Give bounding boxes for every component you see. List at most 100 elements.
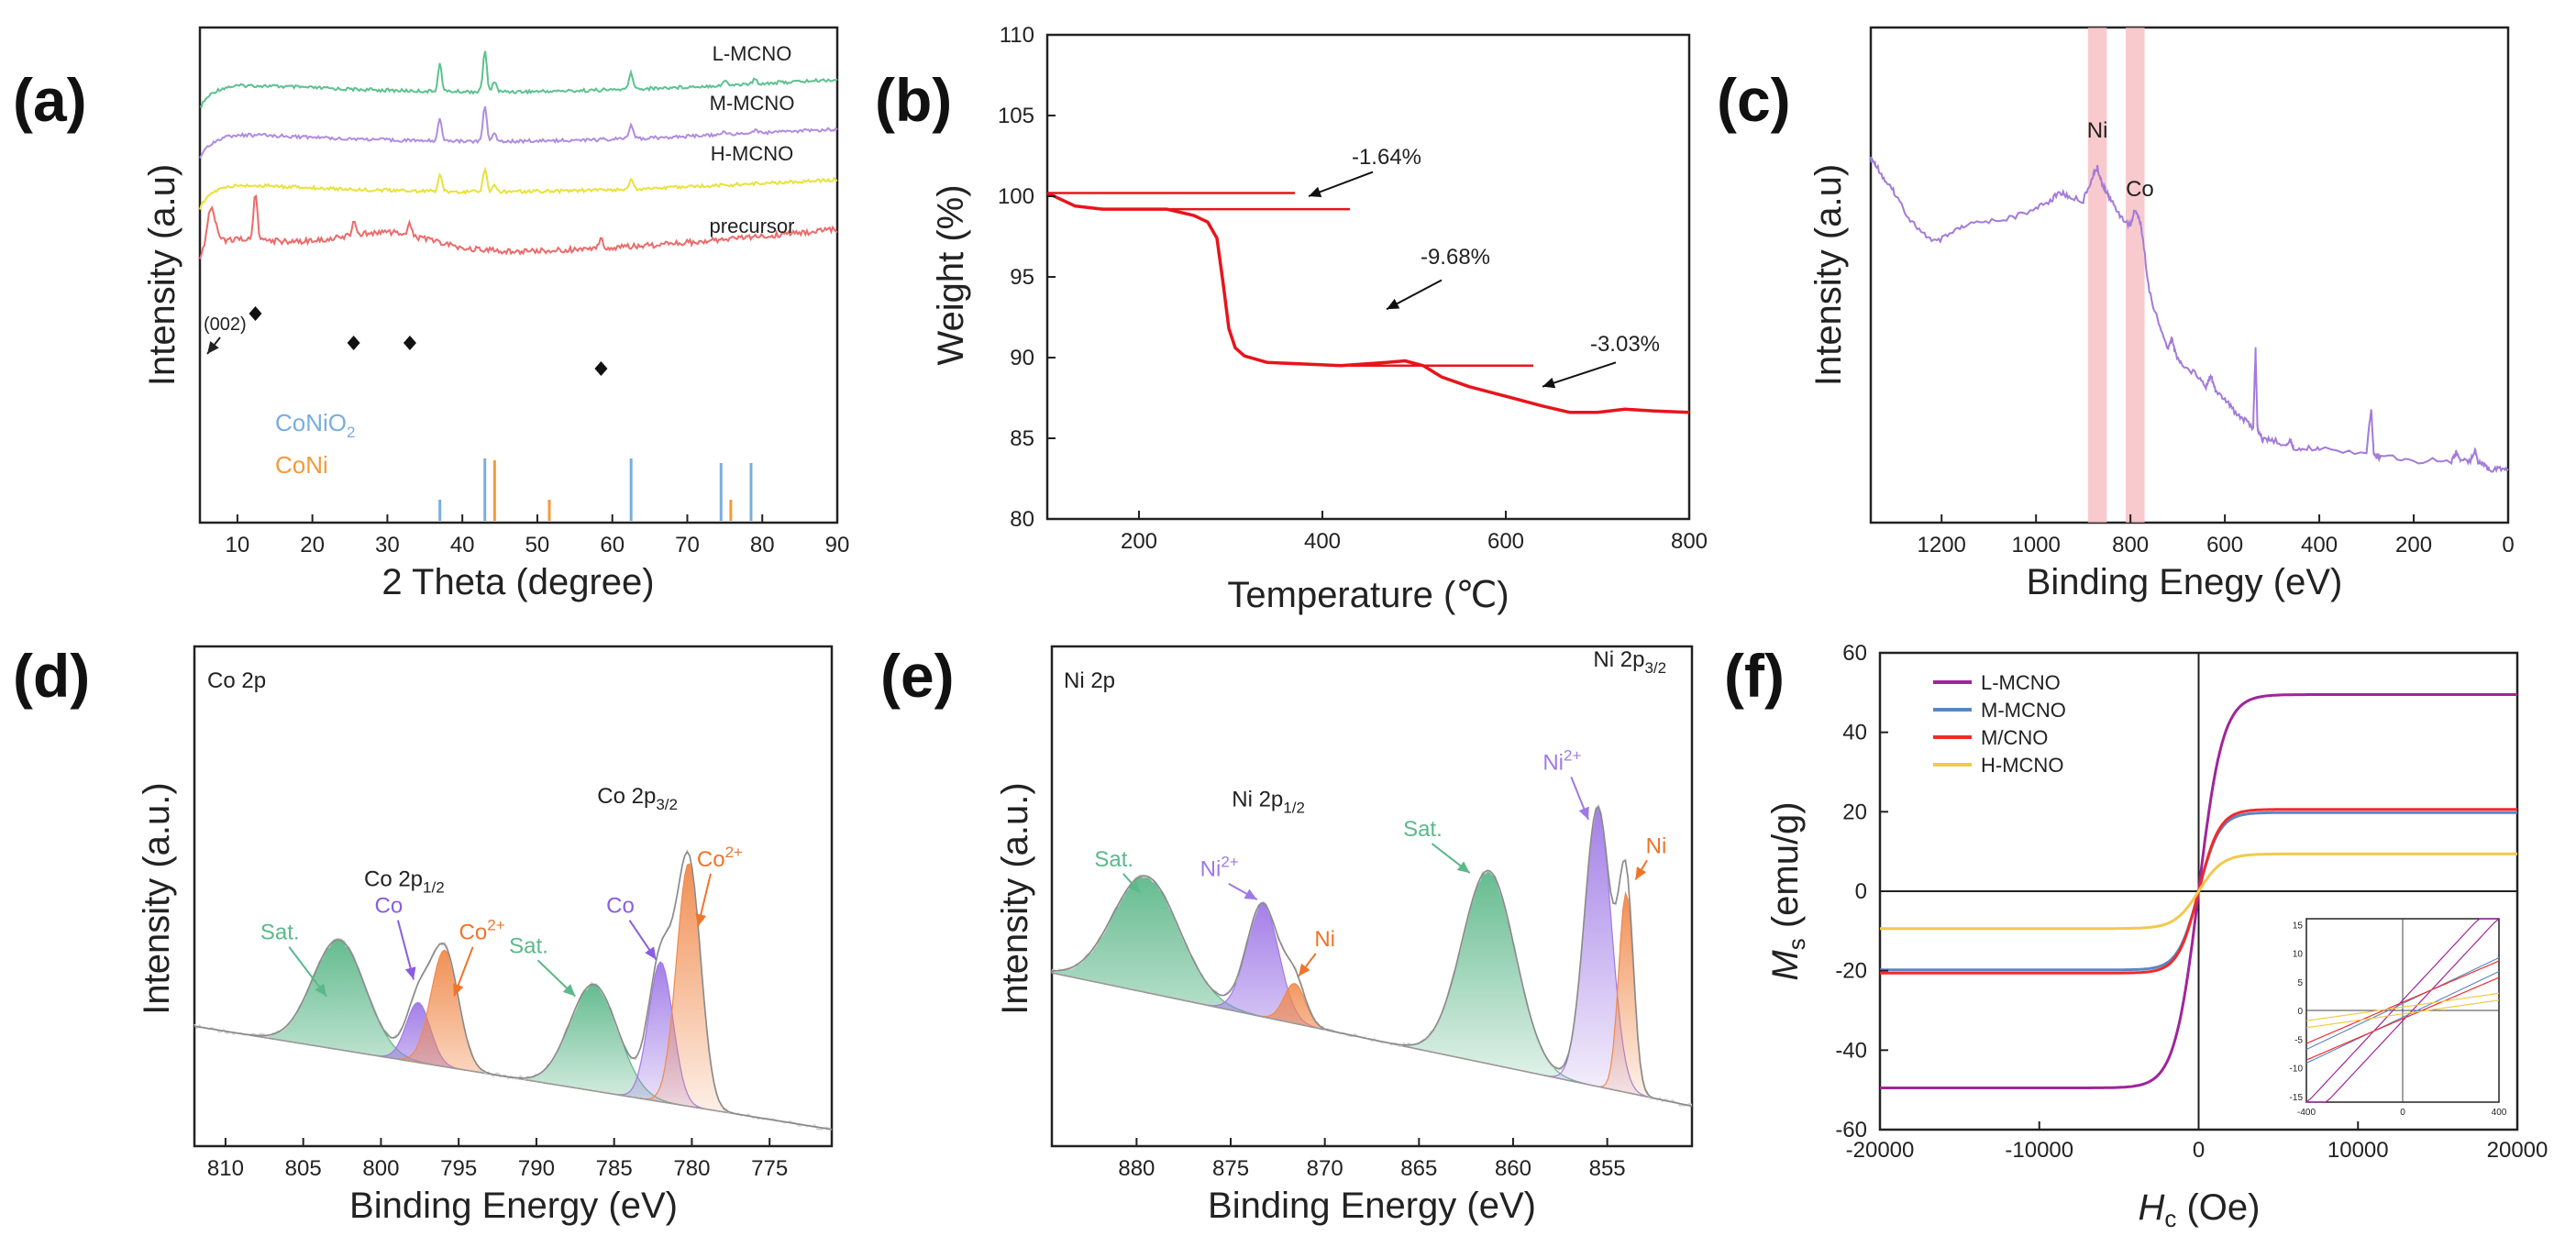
mh-xtick-label: 10000 xyxy=(2327,1138,2389,1163)
inset-ytick-label: 10 xyxy=(2293,950,2304,960)
panel-c-ylabel: Intensity (a.u) xyxy=(1808,164,1849,386)
fit-peak-Sat. xyxy=(193,983,833,1131)
inset-ytick-label: -15 xyxy=(2290,1093,2304,1103)
mh-xtick-label: -10000 xyxy=(2005,1138,2073,1163)
xps-xtick-label: 600 xyxy=(2206,533,2243,557)
panel-a: (a) L-MCNO M-MCNO H-MCNO precursor (002) CoNi… xyxy=(13,26,850,602)
tga-ytick-label: 100 xyxy=(998,184,1034,209)
panel-f-xlabel: Hc (Oe) xyxy=(2138,1187,2260,1232)
xps-xtick-label: 400 xyxy=(2301,533,2338,557)
mh-ytick-label: -60 xyxy=(1835,1118,1867,1142)
inset-ytick-label: 15 xyxy=(2293,921,2304,931)
panel-d-label: (d) xyxy=(13,642,90,710)
panel-e-label: (e) xyxy=(880,642,955,710)
inset-ytick-label: 5 xyxy=(2297,978,2303,988)
co-raw-spectrum xyxy=(193,848,833,1131)
tga-xtick-label: 200 xyxy=(1121,529,1157,554)
co-xtick-label: 790 xyxy=(518,1156,555,1181)
panel-d-plot-frame xyxy=(193,645,834,1148)
inset-xtick-label: 400 xyxy=(2492,1108,2507,1118)
ni-xtick-label: 870 xyxy=(1307,1156,1343,1181)
xrd-xtick-label: 20 xyxy=(300,533,325,557)
peak-label-arrow-head xyxy=(695,913,707,927)
peak-label-arrow-head xyxy=(562,984,576,997)
precursor-peak-marker xyxy=(403,336,416,350)
peak-label-arrow-head xyxy=(1128,880,1141,893)
tga-step-arrow-head xyxy=(1309,186,1322,198)
ni-xtick-label: 860 xyxy=(1495,1156,1531,1181)
orbital-annotation: Co 2p1/2 xyxy=(364,867,445,897)
inset-ytick-label: -10 xyxy=(2290,1065,2304,1075)
panel-b-label: (b) xyxy=(875,66,952,134)
panel-f-label: (f) xyxy=(1724,642,1785,710)
xps-xtick-label: 1000 xyxy=(2011,533,2060,557)
ni-xtick-label: 875 xyxy=(1212,1156,1249,1181)
tga-step-label: -3.03% xyxy=(1590,332,1660,357)
xps-band-label: Ni xyxy=(2087,118,2108,143)
legend-label: L-MCNO xyxy=(1981,671,2061,694)
ni-xtick-label: 880 xyxy=(1118,1156,1155,1181)
xrd-xtick-label: 40 xyxy=(450,533,475,557)
panel-c-label: (c) xyxy=(1717,66,1791,134)
precursor-peak-marker xyxy=(249,306,262,321)
orbital-annotation: Co 2p3/2 xyxy=(597,784,678,813)
inset-ytick-label: -5 xyxy=(2294,1035,2303,1045)
peak-label: Co2+ xyxy=(697,844,743,872)
peak-label-arrow-head xyxy=(1298,963,1310,977)
peak-label: Sat. xyxy=(1094,847,1133,872)
inset-loop-M/CNO xyxy=(2305,960,2500,1044)
xps-band-Co xyxy=(2126,28,2145,523)
inset-xtick-label: -400 xyxy=(2297,1108,2316,1118)
xrd-xtick-label: 10 xyxy=(226,533,250,557)
ni-xtick-label: 865 xyxy=(1400,1156,1437,1181)
xrd-xtick-label: 90 xyxy=(825,533,850,557)
xrd-series-L-MCNO xyxy=(199,50,838,108)
peak-label: Ni2+ xyxy=(1542,746,1581,775)
panel-d-title: Co 2p xyxy=(207,668,266,693)
peak-label-arrow-head xyxy=(1456,861,1470,874)
peak-label: Ni xyxy=(1646,833,1667,858)
panel-a-ylabel: Intensity (a.u) xyxy=(142,164,182,386)
xrd-series-label: precursor xyxy=(710,215,795,237)
mh-ytick-label: 60 xyxy=(1842,641,1867,666)
orbital-annotation: Ni 2p1/2 xyxy=(1232,787,1305,816)
xrd-series-H-MCNO xyxy=(199,166,838,210)
xps-xtick-label: 0 xyxy=(2502,533,2514,557)
xps-xtick-label: 200 xyxy=(2395,533,2432,557)
tga-step-label: -9.68% xyxy=(1421,245,1490,270)
orbital-annotation: Ni 2p3/2 xyxy=(1593,647,1666,677)
peak-label: Co2+ xyxy=(459,917,505,945)
inset-xtick-label: 0 xyxy=(2400,1108,2405,1118)
xrd-series-label: M-MCNO xyxy=(710,92,795,115)
xps-xtick-label: 800 xyxy=(2112,533,2149,557)
legend-label: M-MCNO xyxy=(1981,699,2066,722)
xrd-xtick-label: 30 xyxy=(375,533,400,557)
panel-a-xlabel: 2 Theta (degree) xyxy=(381,562,654,602)
peak-label-arrow-head xyxy=(1578,806,1589,820)
mh-ytick-label: 20 xyxy=(1842,800,1867,824)
peak-label-arrow-head xyxy=(453,983,464,997)
peak-label-arrow-head xyxy=(645,946,657,960)
inset-loop-H-MCNO xyxy=(2305,992,2500,1021)
peak-label-arrow-head xyxy=(1635,866,1647,880)
co-xtick-label: 780 xyxy=(673,1156,710,1181)
tga-xtick-label: 600 xyxy=(1487,529,1524,554)
tga-ytick-label: 95 xyxy=(1010,265,1034,290)
tga-step-arrow-head xyxy=(1387,298,1400,310)
tga-ytick-label: 90 xyxy=(1010,346,1034,370)
inset-loop-M-MCNO xyxy=(2305,970,2500,1065)
panel-c-plot-frame xyxy=(1869,26,2510,524)
panel-d-xlabel: Binding Energy (eV) xyxy=(349,1186,678,1226)
xrd-xtick-label: 60 xyxy=(600,533,625,557)
fit-peak-Sat. xyxy=(193,939,833,1131)
co-xtick-label: 795 xyxy=(440,1156,477,1181)
peak-label: Sat. xyxy=(260,921,300,945)
tga-step-arrow-line xyxy=(1542,361,1617,388)
fit-peak-Co xyxy=(193,961,833,1131)
reference-label: CoNi xyxy=(275,451,328,479)
peak-label: Sat. xyxy=(509,933,548,958)
fit-peak-Co2+ xyxy=(193,863,833,1131)
peak-label: Co xyxy=(606,894,635,919)
